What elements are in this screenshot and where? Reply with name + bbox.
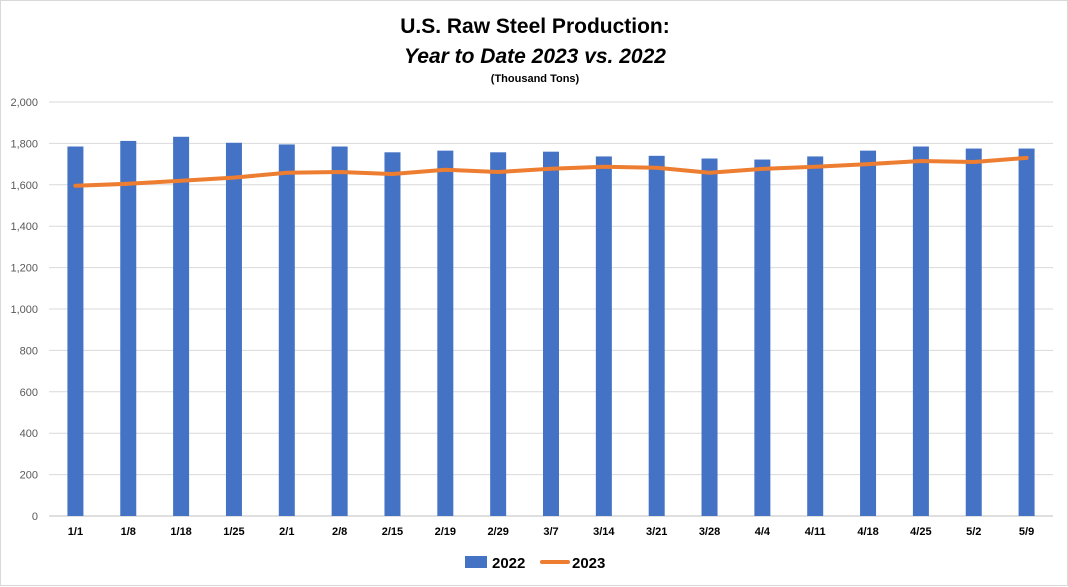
bar-2022 (595, 156, 612, 517)
line-2023-path (73, 155, 1029, 188)
bar-2022 (278, 144, 295, 516)
x-tick-label: 5/9 (1019, 526, 1034, 538)
bar-2022 (701, 158, 718, 517)
bars-2022 (67, 136, 1035, 517)
bar-2022 (965, 148, 982, 516)
legend-label-2022: 2022 (492, 555, 525, 572)
y-tick-label: 2,000 (10, 97, 38, 109)
x-tick-label: 1/1 (68, 526, 83, 538)
y-tick-label: 1,000 (10, 304, 38, 316)
legend: 2022 2023 (465, 555, 605, 572)
bar-2022 (912, 146, 929, 516)
bar-2022 (490, 152, 507, 516)
bar-2022 (331, 146, 348, 516)
x-tick-label: 1/8 (121, 526, 136, 538)
x-tick-label: 3/7 (543, 526, 558, 538)
y-tick-label: 800 (20, 345, 38, 357)
x-tick-label: 1/25 (223, 526, 244, 538)
y-tick-label: 1,600 (10, 180, 38, 192)
x-tick-label: 5/2 (966, 526, 981, 538)
x-tick-label: 4/25 (910, 526, 931, 538)
x-tick-label: 2/15 (382, 526, 403, 538)
legend-label-2023: 2023 (572, 555, 605, 572)
x-tick-label: 4/11 (805, 526, 826, 538)
bar-2022 (67, 146, 84, 516)
bar-2022 (754, 159, 771, 516)
x-tick-label: 2/1 (279, 526, 294, 538)
bar-2022 (225, 142, 242, 517)
x-tick-label: 3/28 (699, 526, 720, 538)
x-tick-label: 3/21 (646, 526, 667, 538)
chart-subtitle: Year to Date 2023 vs. 2022 (404, 45, 666, 68)
y-tick-label: 0 (32, 511, 38, 523)
bar-2022 (648, 155, 665, 516)
chart-unit-note: (Thousand Tons) (491, 73, 580, 85)
x-axis-ticks: 1/1 1/8 1/18 1/25 2/1 2/8 2/15 2/19 2/29 3/7 3/14 3… (68, 526, 1034, 538)
bar-2022 (860, 150, 877, 516)
bar-2022 (807, 156, 824, 517)
x-tick-label: 1/18 (170, 526, 191, 538)
x-tick-label: 2/19 (435, 526, 456, 538)
y-tick-label: 1,800 (10, 138, 38, 150)
x-tick-label: 4/18 (857, 526, 878, 538)
bar-2022 (437, 150, 454, 516)
y-tick-label: 200 (20, 470, 38, 482)
bar-2022 (1018, 148, 1035, 516)
y-tick-label: 1,200 (10, 263, 38, 275)
x-tick-label: 4/4 (755, 526, 771, 538)
x-tick-label: 3/14 (593, 526, 615, 538)
y-tick-label: 600 (20, 387, 38, 399)
legend-swatch-2022 (465, 556, 487, 568)
bar-2022 (543, 151, 559, 516)
x-tick-label: 2/29 (487, 526, 508, 538)
y-axis-ticks: 0 200 400 600 800 1,000 1,200 1,400 1,600 1,800 2,… (10, 97, 38, 523)
y-tick-label: 1,400 (10, 221, 38, 233)
x-tick-label: 2/8 (332, 526, 347, 538)
bar-2022 (384, 152, 401, 516)
y-tick-label: 400 (20, 428, 38, 440)
chart-title: U.S. Raw Steel Production: (400, 15, 670, 38)
line-2023 (73, 155, 1029, 188)
bar-2022 (120, 140, 137, 516)
bar-2022 (173, 136, 190, 516)
